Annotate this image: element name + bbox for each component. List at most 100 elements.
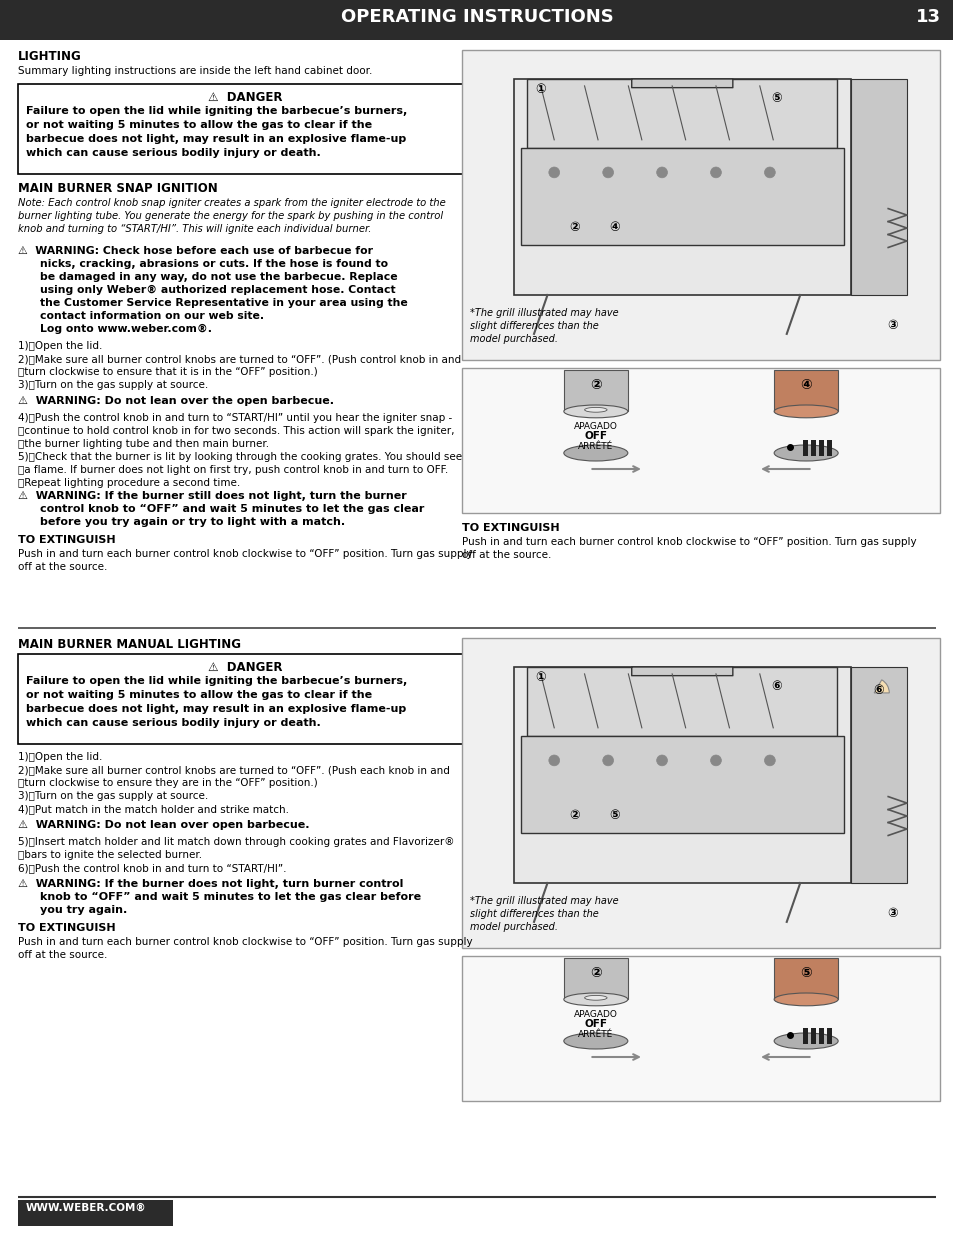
Ellipse shape: [773, 445, 838, 461]
Text: 1)	Open the lid.: 1) Open the lid.: [18, 752, 102, 762]
Text: Push in and turn each burner control knob clockwise to “OFF” position. Turn gas : Push in and turn each burner control kno…: [461, 537, 916, 559]
Text: ⚠  WARNING: If the burner still does not light, turn the burner: ⚠ WARNING: If the burner still does not …: [18, 492, 406, 501]
Text: ⑥: ⑥: [771, 680, 781, 693]
Bar: [563, 958, 627, 999]
Text: ④: ④: [609, 221, 619, 233]
Text: LIGHTING: LIGHTING: [18, 49, 82, 63]
Text: 2)	Make sure all burner control knobs are turned to “OFF”. (Push each knob in an: 2) Make sure all burner control knobs ar…: [18, 764, 450, 788]
Text: nicks, cracking, abrasions or cuts. If the hose is found to: nicks, cracking, abrasions or cuts. If t…: [40, 259, 388, 269]
Bar: [18, 1200, 172, 1226]
Ellipse shape: [773, 993, 838, 1005]
FancyBboxPatch shape: [631, 667, 732, 676]
Ellipse shape: [563, 405, 627, 417]
Text: *The grill illustrated may have
slight differences than the
model purchased.: *The grill illustrated may have slight d…: [470, 897, 618, 932]
Text: ⚠  WARNING: Check hose before each use of barbecue for: ⚠ WARNING: Check hose before each use of…: [18, 246, 373, 256]
Text: ②: ②: [569, 809, 579, 823]
Circle shape: [763, 167, 775, 178]
Ellipse shape: [563, 1032, 627, 1049]
Text: 13: 13: [915, 7, 940, 26]
Text: Log onto www.weber.com®.: Log onto www.weber.com®.: [40, 324, 212, 335]
Text: ARRÊTÉ: ARRÊTÉ: [578, 1030, 613, 1039]
Text: contact information on our web site.: contact information on our web site.: [40, 311, 264, 321]
Bar: [818, 1029, 822, 1045]
Text: 3)	Turn on the gas supply at source.: 3) Turn on the gas supply at source.: [18, 380, 208, 390]
Circle shape: [656, 167, 667, 178]
Bar: [461, 368, 939, 513]
FancyBboxPatch shape: [631, 79, 732, 88]
Circle shape: [602, 755, 613, 766]
Text: TO EXTINGUISH: TO EXTINGUISH: [18, 535, 115, 545]
Text: ⑤: ⑤: [800, 966, 811, 981]
Text: 4)	Put match in the match holder and strike match.: 4) Put match in the match holder and str…: [18, 804, 289, 814]
Polygon shape: [850, 79, 906, 295]
Text: APAGADO: APAGADO: [574, 421, 618, 431]
Text: 5)	Check that the burner is lit by looking through the cooking grates. You shoul: 5) Check that the burner is lit by looki…: [18, 452, 461, 488]
Text: ①: ①: [535, 672, 545, 684]
Bar: [802, 440, 807, 456]
Bar: [461, 956, 939, 1100]
Text: ⚠  WARNING: If the burner does not light, turn burner control: ⚠ WARNING: If the burner does not light,…: [18, 879, 403, 889]
Circle shape: [548, 167, 559, 178]
Ellipse shape: [773, 405, 838, 417]
Text: OPERATING INSTRUCTIONS: OPERATING INSTRUCTIONS: [340, 7, 613, 26]
Bar: [514, 79, 850, 295]
Circle shape: [710, 167, 720, 178]
Ellipse shape: [773, 1032, 838, 1049]
Text: knob to “OFF” and wait 5 minutes to let the gas clear before: knob to “OFF” and wait 5 minutes to let …: [40, 892, 420, 902]
Wedge shape: [873, 679, 888, 693]
Bar: [773, 369, 838, 411]
Text: ⚠  DANGER: ⚠ DANGER: [208, 661, 282, 674]
Text: Push in and turn each burner control knob clockwise to “OFF” position. Turn gas : Push in and turn each burner control kno…: [18, 550, 472, 572]
Text: APAGADO: APAGADO: [574, 1010, 618, 1019]
Text: ①: ①: [535, 83, 545, 96]
Bar: [818, 440, 822, 456]
Ellipse shape: [584, 408, 606, 412]
Text: MAIN BURNER MANUAL LIGHTING: MAIN BURNER MANUAL LIGHTING: [18, 638, 241, 651]
Ellipse shape: [563, 445, 627, 461]
Text: ④: ④: [800, 378, 811, 391]
Bar: [810, 1029, 815, 1045]
Ellipse shape: [584, 995, 606, 1000]
Circle shape: [710, 755, 720, 766]
Circle shape: [656, 755, 667, 766]
Text: Failure to open the lid while igniting the barbecue’s burners,
or not waiting 5 : Failure to open the lid while igniting t…: [26, 676, 407, 727]
Text: 6)	Push the control knob in and turn to “START/HI”.: 6) Push the control knob in and turn to …: [18, 863, 286, 873]
Text: be damaged in any way, do not use the barbecue. Replace: be damaged in any way, do not use the ba…: [40, 272, 397, 282]
Bar: [461, 49, 939, 359]
Text: ②: ②: [589, 378, 601, 391]
Text: ②: ②: [569, 221, 579, 233]
Bar: [527, 79, 837, 148]
Ellipse shape: [563, 993, 627, 1005]
Text: you try again.: you try again.: [40, 905, 127, 915]
Text: 5)	Insert match holder and lit match down through cooking grates and Flavorizer®: 5) Insert match holder and lit match dow…: [18, 837, 454, 860]
Text: ⑤: ⑤: [771, 91, 781, 105]
Bar: [18, 84, 473, 174]
Circle shape: [548, 755, 559, 766]
Bar: [461, 638, 939, 948]
Text: TO EXTINGUISH: TO EXTINGUISH: [461, 522, 559, 534]
Circle shape: [602, 167, 613, 178]
Circle shape: [763, 755, 775, 766]
Bar: [802, 1029, 807, 1045]
Text: ⚠  WARNING: Do not lean over the open barbecue.: ⚠ WARNING: Do not lean over the open bar…: [18, 396, 334, 406]
Text: using only Weber® authorized replacement hose. Contact: using only Weber® authorized replacement…: [40, 285, 395, 295]
Bar: [520, 736, 843, 834]
Text: the Customer Service Representative in your area using the: the Customer Service Representative in y…: [40, 298, 407, 308]
Text: TO EXTINGUISH: TO EXTINGUISH: [18, 923, 115, 932]
Bar: [18, 655, 473, 743]
Polygon shape: [850, 667, 906, 883]
Text: ③: ③: [886, 906, 898, 920]
Bar: [826, 440, 831, 456]
Bar: [527, 667, 837, 736]
Text: 3)	Turn on the gas supply at source.: 3) Turn on the gas supply at source.: [18, 790, 208, 802]
Text: Summary lighting instructions are inside the left hand cabinet door.: Summary lighting instructions are inside…: [18, 65, 372, 77]
Text: WWW.WEBER.COM®: WWW.WEBER.COM®: [26, 1203, 147, 1213]
Text: Note: Each control knob snap igniter creates a spark from the igniter electrode : Note: Each control knob snap igniter cre…: [18, 198, 445, 235]
Text: Push in and turn each burner control knob clockwise to “OFF” position. Turn gas : Push in and turn each burner control kno…: [18, 937, 472, 960]
Text: *The grill illustrated may have
slight differences than the
model purchased.: *The grill illustrated may have slight d…: [470, 308, 618, 345]
Text: Failure to open the lid while igniting the barbecue’s burners,
or not waiting 5 : Failure to open the lid while igniting t…: [26, 106, 407, 158]
Text: control knob to “OFF” and wait 5 minutes to let the gas clear: control knob to “OFF” and wait 5 minutes…: [40, 504, 424, 514]
Bar: [563, 369, 627, 411]
Bar: [0, 0, 953, 40]
Text: OFF: OFF: [584, 1019, 607, 1029]
